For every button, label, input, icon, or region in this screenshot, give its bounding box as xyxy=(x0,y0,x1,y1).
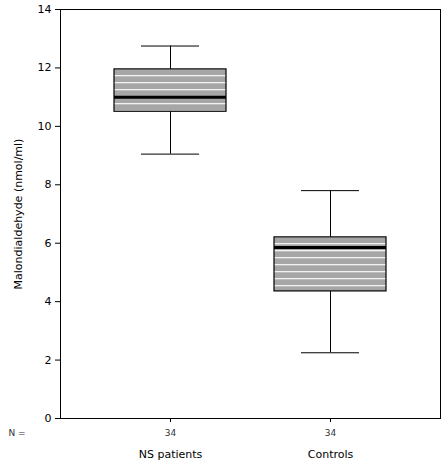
svg-text:34: 34 xyxy=(165,428,177,438)
svg-text:Controls: Controls xyxy=(308,448,354,461)
svg-text:0: 0 xyxy=(45,412,52,425)
svg-text:10: 10 xyxy=(38,120,52,133)
svg-text:12: 12 xyxy=(38,61,52,74)
svg-text:4: 4 xyxy=(45,295,52,308)
svg-text:8: 8 xyxy=(45,178,52,191)
svg-text:Malondialdehyde (nmol/ml): Malondialdehyde (nmol/ml) xyxy=(12,139,25,290)
svg-text:2: 2 xyxy=(45,354,52,367)
svg-text:N =: N = xyxy=(9,428,26,438)
svg-text:34: 34 xyxy=(325,428,337,438)
svg-text:6: 6 xyxy=(45,237,52,250)
svg-text:14: 14 xyxy=(38,3,52,16)
svg-text:NS patients: NS patients xyxy=(139,448,203,461)
